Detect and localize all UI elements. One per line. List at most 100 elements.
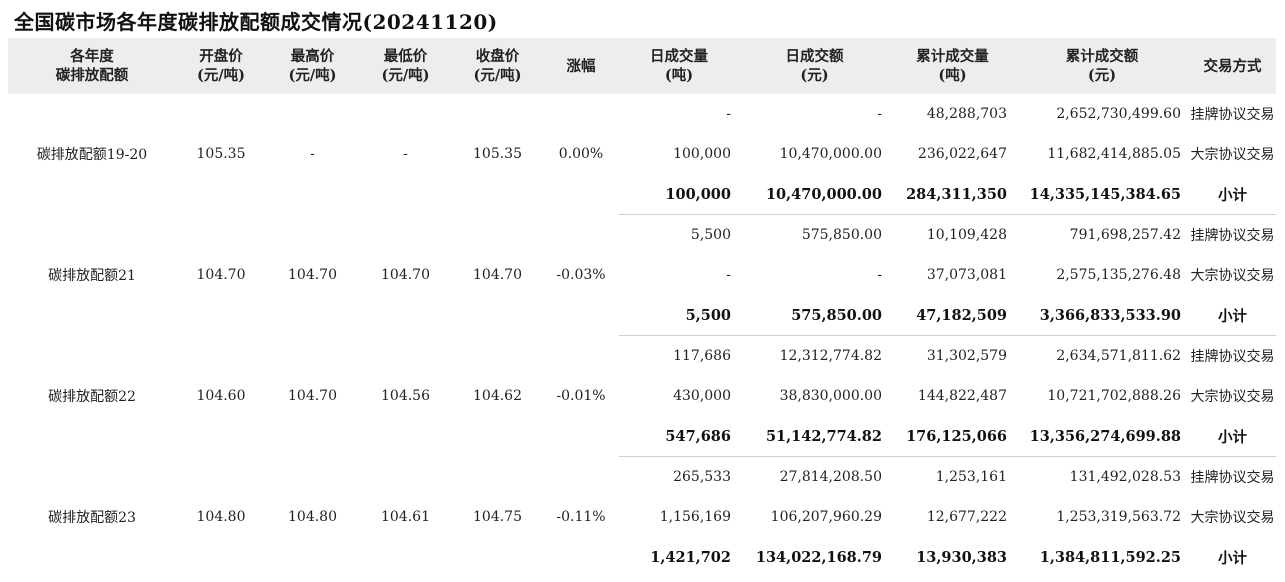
open-price-cell: 105.35 bbox=[196, 146, 246, 163]
cumulative-amount-cell: 2,575,135,276.48 bbox=[1056, 267, 1181, 283]
daily-amount-cell: - bbox=[877, 106, 882, 122]
cumulative-volume-cell: 48,288,703 bbox=[926, 106, 1007, 122]
col-header-cumulative-amount: 累计成交额 (元) bbox=[1015, 38, 1189, 94]
change-cell: 0.00% bbox=[558, 146, 604, 163]
cumulative-amount-cell: 2,634,571,811.62 bbox=[1056, 348, 1181, 364]
col-header-change: 涨幅 bbox=[543, 38, 619, 94]
table-row: 碳排放配额19-20 105.35 - - 105.35 0.00% - - 4… bbox=[8, 94, 1276, 163]
daily-volume-cell: 547,686 bbox=[619, 416, 739, 457]
col-header-daily-volume: 日成交量 (吨) bbox=[619, 38, 739, 94]
col-header-quota-year: 各年度 碳排放配额 bbox=[8, 38, 176, 94]
cumulative-volume-cell: 47,182,509 bbox=[890, 295, 1015, 336]
cumulative-amount-cell: 13,356,274,699.88 bbox=[1015, 416, 1189, 457]
trade-mode-cell: 小计 bbox=[1189, 295, 1276, 336]
cumulative-amount-cell: 14,335,145,384.65 bbox=[1015, 174, 1189, 215]
trade-mode-cell: 大宗协议交易 bbox=[1190, 147, 1275, 163]
carbon-quota-table: 各年度 碳排放配额 开盘价 (元/吨) 最高价 (元/吨) 最低价 (元/吨) 收盘价(… bbox=[8, 38, 1276, 577]
report-title: 全国碳市场各年度碳排放配额成交情况(20241120) bbox=[14, 10, 498, 34]
cumulative-amount-cell: 10,721,702,888.26 bbox=[1047, 388, 1181, 404]
cumulative-amount-cell: 3,366,833,533.90 bbox=[1015, 295, 1189, 336]
close-price-cell: 105.35 bbox=[473, 146, 522, 163]
cumulative-volume-cell: 1,253,161 bbox=[935, 469, 1007, 485]
daily-amount-cell: 575,850.00 bbox=[801, 227, 882, 243]
trade-mode-cell: 挂牌协议交易 bbox=[1190, 107, 1275, 123]
change-cell: -0.11% bbox=[556, 508, 606, 525]
daily-volume-cell: 100,000 bbox=[673, 146, 731, 162]
cumulative-volume-cell: 10,109,428 bbox=[926, 227, 1007, 243]
daily-volume-cell: 1,421,702 bbox=[650, 548, 731, 566]
trade-mode-cell: 大宗协议交易 bbox=[1190, 510, 1275, 526]
subtotal-row: 547,686 51,142,774.82 176,125,066 13,356… bbox=[8, 416, 1276, 457]
col-header-open-price: 开盘价 (元/吨) bbox=[176, 38, 266, 94]
close-price-cell: 104.62 bbox=[473, 388, 522, 404]
open-price-cell: 104.60 bbox=[196, 388, 246, 404]
cumulative-amount-cell: 1,253,319,563.72 bbox=[1056, 509, 1181, 525]
quota-name-cell: 碳排放配额22 bbox=[48, 389, 136, 405]
low-price-cell: 104.70 bbox=[381, 267, 430, 283]
table-row: 1,156,169 106,207,960.29 12,677,222 1,25… bbox=[8, 497, 1276, 537]
group-quota-22: 碳排放配额22 104.60 104.70 104.56 104.62 -0.0… bbox=[8, 336, 1276, 457]
col-header-daily-amount: 日成交额 (元) bbox=[739, 38, 890, 94]
daily-volume-cell: - bbox=[726, 106, 731, 122]
col-header-cumulative-volume: 累计成交量 (吨) bbox=[890, 38, 1015, 94]
trade-mode-cell: 小计 bbox=[1189, 174, 1276, 215]
trade-mode-cell: 小计 bbox=[1189, 416, 1276, 457]
daily-volume-cell: - bbox=[726, 267, 731, 283]
table-row: 碳排放配额21 104.70 104.70 104.70 104.70 -0.0… bbox=[8, 215, 1276, 284]
header-row: 各年度 碳排放配额 开盘价 (元/吨) 最高价 (元/吨) 最低价 (元/吨) 收盘价(… bbox=[8, 38, 1276, 94]
daily-amount-cell: 134,022,168.79 bbox=[755, 548, 882, 566]
trade-mode-cell: 大宗协议交易 bbox=[1190, 389, 1275, 405]
group-quota-21: 碳排放配额21 104.70 104.70 104.70 104.70 -0.0… bbox=[8, 215, 1276, 336]
cumulative-volume-cell: 37,073,081 bbox=[926, 267, 1007, 283]
cumulative-volume-cell: 176,125,066 bbox=[890, 416, 1015, 457]
close-price-cell: 104.70 bbox=[473, 267, 522, 283]
cumulative-amount-cell: 1,384,811,592.25 bbox=[1039, 548, 1181, 566]
daily-amount-cell: 12,312,774.82 bbox=[779, 348, 882, 364]
cumulative-amount-cell: 2,652,730,499.60 bbox=[1056, 106, 1181, 122]
daily-volume-cell: 1,156,169 bbox=[659, 509, 731, 525]
daily-amount-cell: 27,814,208.50 bbox=[779, 469, 882, 485]
trade-mode-cell: 小计 bbox=[1218, 549, 1247, 567]
group-quota-19-20: 碳排放配额19-20 105.35 - - 105.35 0.00% - - 4… bbox=[8, 94, 1276, 215]
daily-amount-cell: - bbox=[877, 267, 882, 283]
cumulative-amount-cell: 11,682,414,885.05 bbox=[1047, 146, 1181, 162]
high-price-cell: 104.80 bbox=[288, 508, 337, 525]
col-header-close-price: 收盘价 (元/吨) bbox=[452, 38, 543, 94]
change-cell: -0.01% bbox=[556, 388, 606, 404]
close-price-cell: 104.75 bbox=[473, 508, 522, 525]
subtotal-row: 5,500 575,850.00 47,182,509 3,366,833,53… bbox=[8, 295, 1276, 336]
daily-amount-cell: 10,470,000.00 bbox=[739, 174, 890, 215]
group-quota-23: 碳排放配额23 104.80 104.80 104.61 104.75 -0.1… bbox=[8, 457, 1276, 578]
daily-amount-cell: 38,830,000.00 bbox=[779, 388, 882, 404]
quota-name-cell: 碳排放配额21 bbox=[48, 268, 136, 284]
subtotal-row: 100,000 10,470,000.00 284,311,350 14,335… bbox=[8, 174, 1276, 215]
cumulative-volume-cell: 236,022,647 bbox=[917, 146, 1007, 162]
trade-mode-cell: 大宗协议交易 bbox=[1190, 268, 1275, 284]
table-row: 100,000 10,470,000.00 236,022,647 11,682… bbox=[8, 134, 1276, 174]
cumulative-amount-cell: 131,492,028.53 bbox=[1069, 469, 1181, 485]
cumulative-amount-cell: 791,698,257.42 bbox=[1069, 227, 1181, 243]
daily-volume-cell: 100,000 bbox=[619, 174, 739, 215]
cumulative-volume-cell: 12,677,222 bbox=[926, 509, 1007, 525]
high-price-cell: 104.70 bbox=[288, 388, 337, 404]
open-price-cell: 104.70 bbox=[196, 267, 246, 283]
daily-volume-cell: 5,500 bbox=[619, 295, 739, 336]
table-row: - - 37,073,081 2,575,135,276.48 大宗协议交易 bbox=[8, 255, 1276, 295]
change-cell: -0.03% bbox=[556, 267, 606, 283]
trade-mode-cell: 挂牌协议交易 bbox=[1190, 349, 1275, 365]
daily-volume-cell: 430,000 bbox=[673, 388, 731, 404]
daily-amount-cell: 10,470,000.00 bbox=[779, 146, 882, 162]
high-price-cell: - bbox=[310, 146, 315, 163]
quota-name-cell: 碳排放配额23 bbox=[48, 509, 136, 526]
table-row: 碳排放配额22 104.60 104.70 104.56 104.62 -0.0… bbox=[8, 336, 1276, 405]
trade-mode-cell: 挂牌协议交易 bbox=[1190, 228, 1275, 244]
subtotal-row: 1,421,702 134,022,168.79 13,930,383 1,38… bbox=[8, 537, 1276, 577]
daily-volume-cell: 265,533 bbox=[673, 469, 731, 485]
col-header-trade-mode: 交易方式 bbox=[1189, 38, 1276, 94]
cumulative-volume-cell: 31,302,579 bbox=[926, 348, 1007, 364]
low-price-cell: 104.61 bbox=[381, 508, 430, 525]
table-row: 碳排放配额23 104.80 104.80 104.61 104.75 -0.1… bbox=[8, 457, 1276, 526]
trade-mode-cell: 挂牌协议交易 bbox=[1190, 470, 1275, 486]
daily-amount-cell: 51,142,774.82 bbox=[739, 416, 890, 457]
daily-amount-cell: 106,207,960.29 bbox=[770, 509, 882, 525]
